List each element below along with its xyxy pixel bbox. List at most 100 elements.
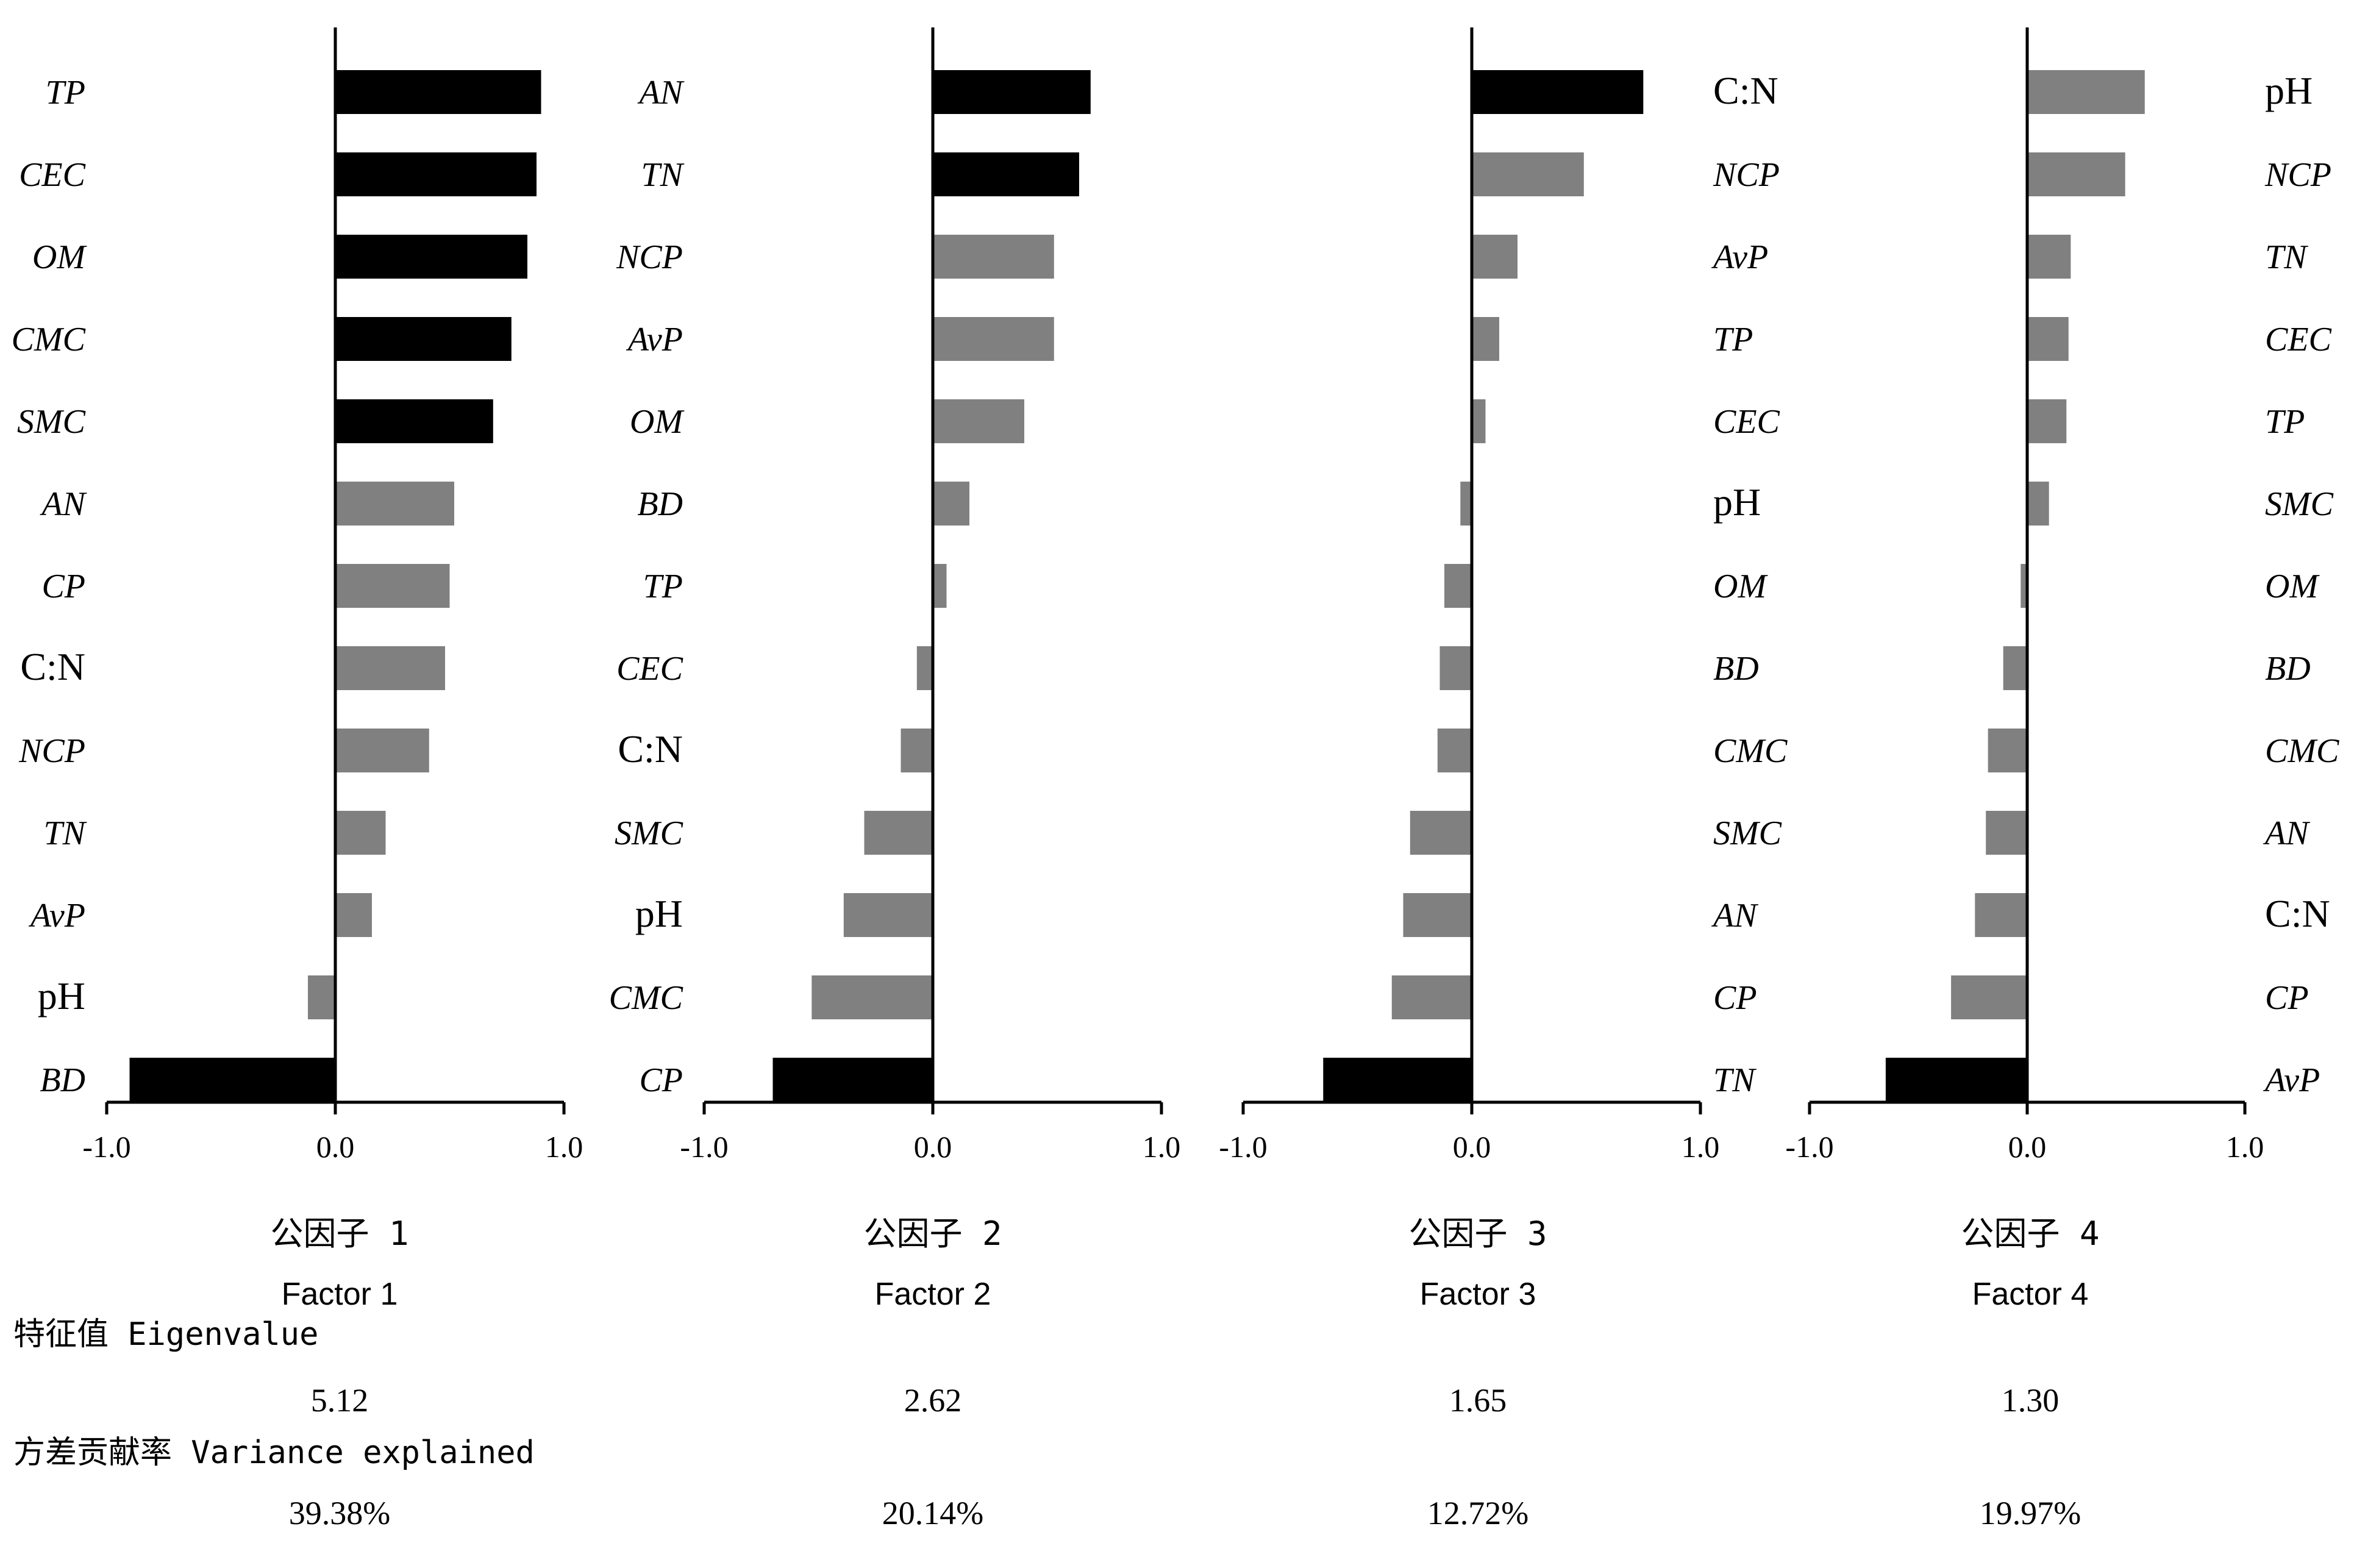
eigenvalue-value: 2.62: [904, 1382, 962, 1419]
bar-cp: [772, 1058, 933, 1102]
bar-bd: [129, 1058, 335, 1102]
category-label: AN: [2263, 814, 2310, 852]
bar-bd: [1439, 646, 1472, 690]
category-label: NCP: [18, 732, 85, 770]
eigenvalue-value: 5.12: [311, 1382, 369, 1419]
category-label: CP: [639, 1061, 683, 1099]
bar-cp: [1951, 975, 2027, 1019]
bar-avp: [933, 317, 1054, 361]
category-label: SMC: [17, 403, 86, 441]
category-label: pH: [1713, 480, 1761, 524]
factor-title-en: Factor 4: [1972, 1277, 2089, 1312]
bar-om: [933, 399, 1024, 443]
factor-panel-2: AN TN NCP AvP OM BD TP CEC C:N SMC pH CMC CP -1.0 0.0 1…: [609, 27, 1181, 1312]
category-label: AvP: [28, 897, 85, 935]
category-label: CP: [2265, 979, 2309, 1017]
x-tick-label: 1.0: [545, 1130, 583, 1164]
x-tick-label: 0.0: [316, 1130, 355, 1164]
category-label: OM: [630, 403, 685, 441]
category-label: CMC: [12, 321, 86, 358]
category-label: AvP: [1711, 238, 1768, 276]
category-label: NCP: [1713, 156, 1780, 194]
factor-title-cn: 公因子 3: [1408, 1214, 1547, 1253]
factor-panel-4: pH NCP TN CEC TP SMC OM BD CMC AN C:N CP AvP -1.0 0.0 1…: [1785, 27, 2339, 1312]
factor-title-en: Factor 1: [282, 1277, 398, 1312]
category-label: AN: [39, 485, 87, 523]
category-label: BD: [637, 485, 683, 523]
bar-ncp: [933, 235, 1054, 279]
category-label: AN: [1711, 897, 1758, 935]
category-label: CMC: [609, 979, 683, 1017]
bar-tn: [933, 152, 1079, 196]
bar-an: [335, 482, 454, 526]
category-label: pH: [2265, 69, 2313, 112]
bar-tn: [1323, 1058, 1472, 1102]
bar-smc: [864, 811, 933, 855]
x-tick-label: 1.0: [1143, 1130, 1181, 1164]
bar-c-n: [1975, 893, 2027, 937]
bar-an: [1403, 893, 1472, 937]
bar-tp: [933, 564, 947, 608]
category-label: CEC: [616, 650, 683, 688]
category-label: AvP: [626, 321, 683, 358]
category-label: pH: [635, 892, 683, 935]
category-label: pH: [38, 974, 85, 1017]
category-label: C:N: [2265, 892, 2330, 935]
factor-title-cn: 公因子 1: [270, 1214, 408, 1253]
x-tick-label: -1.0: [1785, 1130, 1833, 1164]
category-label: CP: [1713, 979, 1757, 1017]
category-label: OM: [2265, 568, 2320, 605]
bar-cmc: [1437, 729, 1472, 772]
bar-cec: [1472, 399, 1486, 443]
bar-om: [335, 235, 527, 279]
category-label: CP: [41, 568, 85, 605]
category-label: BD: [40, 1061, 85, 1099]
category-label: BD: [1713, 650, 1759, 688]
eigenvalue-value: 1.30: [2002, 1382, 2060, 1419]
statistics-table: 特征值 Eigenvalue 方差贡献率 Variance explained …: [13, 1316, 2081, 1531]
bar-cec: [335, 152, 537, 196]
x-tick-label: 1.0: [1682, 1130, 1720, 1164]
factor-panel-1: TP CEC OM CMC SMC AN CP C:N NCP TN AvP pH BD -1.0 0.0 1…: [12, 27, 583, 1312]
bar-cmc: [335, 317, 512, 361]
category-label: NCP: [616, 238, 683, 276]
bar-cec: [2027, 317, 2069, 361]
bar-an: [1986, 811, 2027, 855]
category-label: NCP: [2264, 156, 2331, 194]
category-label: CEC: [1713, 403, 1780, 441]
x-tick-label: 0.0: [914, 1130, 952, 1164]
bar-cec: [916, 646, 933, 690]
bar-c-n: [335, 646, 445, 690]
bar-smc: [2027, 482, 2049, 526]
category-label: SMC: [2265, 485, 2334, 523]
bar-cp: [1391, 975, 1472, 1019]
category-label: CMC: [1713, 732, 1788, 770]
category-label: C:N: [20, 645, 85, 688]
variance-explained-value: 20.14%: [882, 1495, 983, 1531]
category-label: TP: [1713, 321, 1753, 358]
bar-tn: [335, 811, 386, 855]
category-label: CEC: [2265, 321, 2332, 358]
bar-om: [2021, 564, 2027, 608]
category-label: BD: [2265, 650, 2311, 688]
category-label: TN: [2265, 238, 2308, 276]
category-label: OM: [1713, 568, 1768, 605]
x-tick-label: -1.0: [680, 1130, 728, 1164]
bar-tp: [335, 70, 541, 114]
category-label: TN: [44, 814, 87, 852]
bar-tp: [1472, 317, 1499, 361]
bar-ph: [2027, 70, 2145, 114]
factor-panels: TP CEC OM CMC SMC AN CP C:N NCP TN AvP pH BD -1.0 0.0 1…: [12, 27, 2339, 1312]
factor-title-en: Factor 2: [875, 1277, 991, 1312]
variance-explained-value: 12.72%: [1427, 1495, 1528, 1531]
bar-tn: [2027, 235, 2071, 279]
x-tick-label: -1.0: [1219, 1130, 1267, 1164]
bar-avp: [1472, 235, 1518, 279]
bar-c-n: [1472, 70, 1644, 114]
bar-ph: [308, 975, 335, 1019]
x-tick-label: -1.0: [82, 1130, 130, 1164]
category-label: SMC: [615, 814, 683, 852]
category-label: TP: [643, 568, 683, 605]
bar-om: [1444, 564, 1472, 608]
factor-title-cn: 公因子 4: [1961, 1214, 2099, 1253]
